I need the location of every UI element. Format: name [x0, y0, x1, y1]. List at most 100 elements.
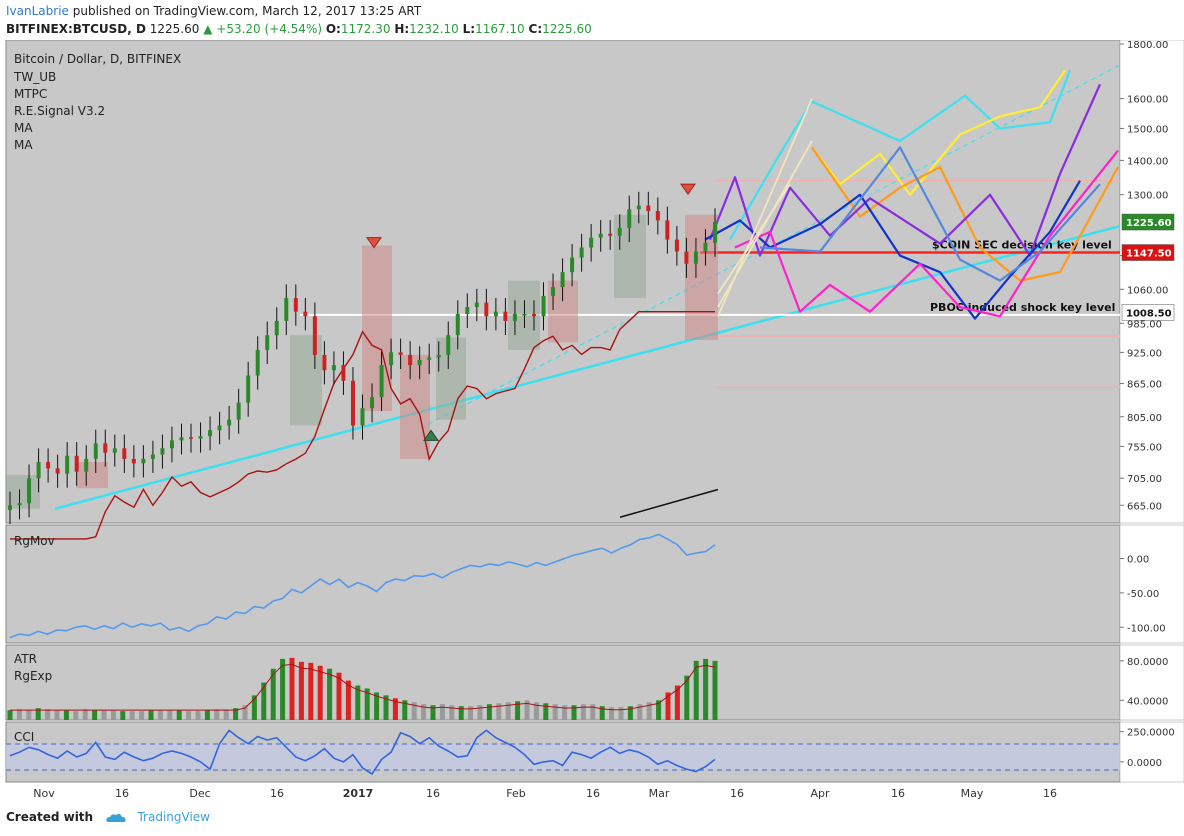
- atr-bar: [693, 660, 699, 720]
- publish-line: IvanLabrie published on TradingView.com,…: [6, 4, 421, 18]
- price-candle: [36, 462, 41, 479]
- atr-bar: [35, 708, 41, 720]
- y-tick-label: 1300.00: [1127, 191, 1168, 202]
- x-tick-label: 16: [115, 787, 129, 800]
- atr-bar: [214, 709, 220, 720]
- rgmov-title: RgMov: [14, 534, 55, 548]
- atr-bar: [242, 705, 248, 720]
- price-candle: [655, 211, 660, 221]
- atr-bar: [204, 710, 210, 720]
- y-tick-label: 1500.00: [1127, 124, 1168, 135]
- price-tag: [1121, 304, 1175, 321]
- price-candle: [646, 205, 651, 212]
- atr-bar: [618, 707, 624, 720]
- y-tick-label: 865.00: [1127, 379, 1162, 390]
- atr-bar: [609, 707, 615, 720]
- x-tick-label: Nov: [33, 787, 55, 800]
- atr-bar: [524, 700, 530, 720]
- x-tick-label: 16: [1043, 787, 1057, 800]
- price-candle: [303, 311, 308, 317]
- price-candle: [570, 257, 575, 273]
- atr-bar: [129, 711, 135, 720]
- price-candle: [169, 440, 174, 449]
- price-candle: [341, 365, 346, 381]
- atr-bar: [120, 711, 126, 720]
- chart-canvas[interactable]: 1800.001600.001500.001400.001300.001140.…: [0, 40, 1184, 806]
- signal-box: [290, 335, 322, 426]
- price-candle: [370, 397, 375, 409]
- atr-bar: [562, 705, 568, 720]
- signal-box: [6, 474, 40, 509]
- price-candle: [131, 458, 136, 464]
- indicator-label: MA: [14, 121, 33, 135]
- price-candle: [255, 349, 260, 376]
- x-tick-label: Feb: [506, 787, 525, 800]
- y-tick-label: 985.00: [1127, 319, 1162, 330]
- change-value: ▲ +53.20 (+4.54%): [203, 22, 323, 36]
- atr-bar: [439, 704, 445, 720]
- price-candle: [274, 320, 279, 336]
- x-tick-label: 16: [891, 787, 905, 800]
- atr-bar: [543, 703, 549, 720]
- y-tick-label: -100.00: [1127, 623, 1166, 634]
- atr-bar: [637, 704, 643, 720]
- y-tick-label: 80.0000: [1127, 657, 1168, 668]
- price-candle: [627, 209, 632, 228]
- x-tick-label: 16: [426, 787, 440, 800]
- atr-bar: [327, 668, 333, 720]
- signal-box: [76, 462, 108, 489]
- y-tick-label: 925.00: [1127, 348, 1162, 359]
- signal-box: [362, 245, 392, 412]
- last-price: 1225.60: [149, 22, 200, 36]
- projection-path-1: [811, 69, 1066, 196]
- published-text: published on TradingView.com, March 12, …: [72, 4, 422, 18]
- y-tick-label: 705.00: [1127, 474, 1162, 485]
- atr-bar: [280, 658, 286, 720]
- price-candle: [465, 307, 470, 314]
- support-trendline: [54, 224, 1121, 510]
- x-tick-label: Dec: [189, 787, 210, 800]
- price-candle: [84, 458, 89, 472]
- x-tick-label: 16: [270, 787, 284, 800]
- atr-bar: [195, 711, 201, 720]
- price-candle: [541, 295, 546, 317]
- author-link[interactable]: IvanLabrie: [6, 4, 69, 18]
- price-axis-0: [1119, 40, 1184, 524]
- price-candle: [74, 455, 79, 472]
- ohlc-line: BITFINEX:BTCUSD, D 1225.60 ▲ +53.20 (+4.…: [6, 22, 592, 36]
- price-candle: [617, 227, 622, 236]
- atr-bar: [110, 710, 116, 720]
- tradingview-brand[interactable]: TradingView: [137, 810, 210, 824]
- atr-bar: [139, 711, 145, 720]
- atr-bar: [402, 700, 408, 720]
- atr-bar: [383, 695, 389, 720]
- atr-bar: [580, 704, 586, 720]
- price-candle: [227, 419, 232, 426]
- signal-box: [436, 337, 466, 420]
- y-tick-label: 0.00: [1127, 555, 1149, 566]
- x-tick-label: 2017: [343, 787, 374, 800]
- symbol-label: BITFINEX:BTCUSD, D: [6, 22, 146, 36]
- price-candle: [398, 352, 403, 355]
- y-tick-label: 1600.00: [1127, 95, 1168, 106]
- atr-bar: [684, 675, 690, 720]
- price-candle: [408, 354, 413, 366]
- created-with-label: Created with: [6, 810, 94, 824]
- atr-bar: [590, 704, 596, 720]
- open-value: 1172.30: [340, 22, 391, 36]
- atr-bar: [477, 705, 483, 720]
- main-chart-title: Bitcoin / Dollar, D, BITFINEX: [14, 52, 181, 66]
- price-candle: [598, 233, 603, 238]
- price-candle: [493, 311, 498, 317]
- price-candle: [46, 462, 51, 469]
- y-tick-label: 805.00: [1127, 413, 1162, 424]
- price-candle: [560, 272, 565, 288]
- price-candle: [703, 242, 708, 252]
- price-candle: [284, 298, 289, 321]
- price-candle: [55, 468, 60, 474]
- y-tick-label: 250.0000: [1127, 728, 1175, 739]
- atr-bar: [73, 711, 79, 720]
- footer: Created with TradingView: [6, 810, 210, 824]
- atr-bar: [336, 672, 342, 720]
- price-candle: [141, 458, 146, 464]
